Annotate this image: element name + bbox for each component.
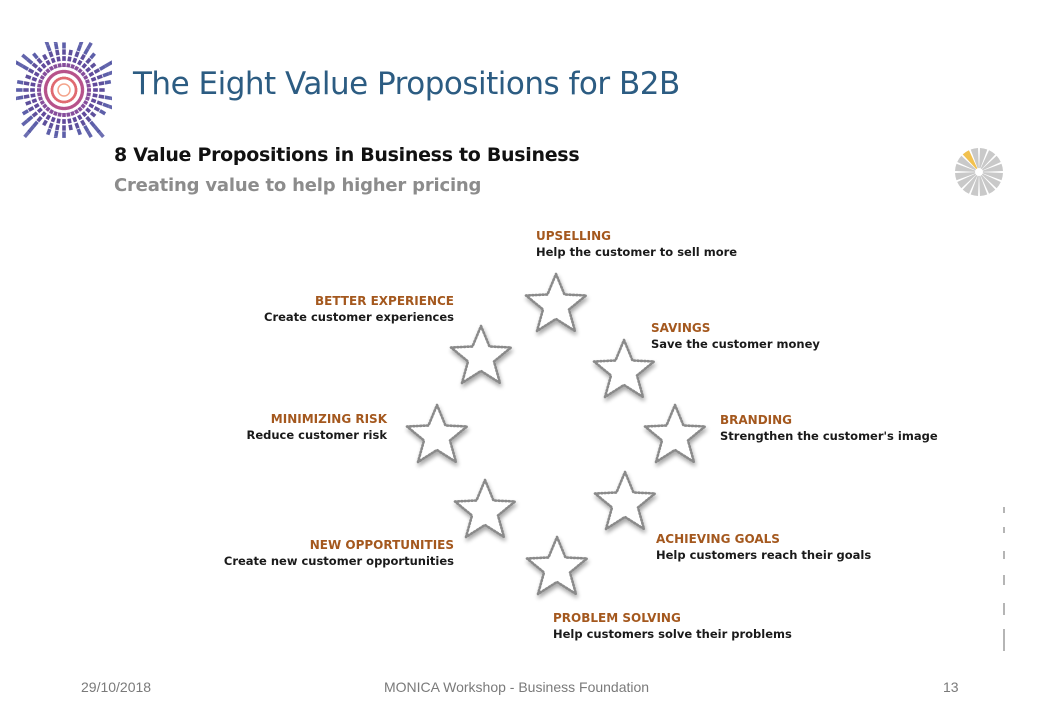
proposition-title: ACHIEVING GOALS xyxy=(656,532,780,546)
star-icon xyxy=(520,268,592,340)
proposition-text: Strengthen the customer's image xyxy=(720,429,938,443)
proposition-savings: SAVINGS Save the customer money xyxy=(651,321,820,352)
proposition-title: SAVINGS xyxy=(651,321,711,335)
footer-page-number: 13 xyxy=(943,679,959,695)
footer-event: MONICA Workshop - Business Foundation xyxy=(384,679,650,695)
proposition-title: UPSELLING xyxy=(536,229,612,243)
star-icon xyxy=(589,466,661,538)
proposition-text: Help the customer to sell more xyxy=(536,245,738,259)
proposition-text: Create customer experiences xyxy=(264,310,454,324)
star-icon xyxy=(445,320,517,392)
proposition-problem-solving: PROBLEM SOLVING Help customers solve the… xyxy=(553,611,792,642)
star-icon xyxy=(639,399,711,471)
proposition-text: Save the customer money xyxy=(651,337,820,351)
proposition-text: Reduce customer risk xyxy=(246,428,387,442)
proposition-title: PROBLEM SOLVING xyxy=(553,611,681,625)
figure-heading: 8 Value Propositions in Business to Busi… xyxy=(114,144,580,166)
proposition-branding: BRANDING Strengthen the customer's image xyxy=(720,413,938,444)
star-icon xyxy=(521,531,593,603)
proposition-minimizing-risk: MINIMIZING RISK Reduce customer risk xyxy=(246,412,387,443)
proposition-title: NEW OPPORTUNITIES xyxy=(309,538,454,552)
proposition-text: Create new customer opportunities xyxy=(223,554,454,568)
star-icon xyxy=(401,399,473,471)
proposition-text: Help customers reach their goals xyxy=(656,548,872,562)
proposition-title: BRANDING xyxy=(720,413,793,427)
proposition-text: Help customers solve their problems xyxy=(553,627,792,641)
cropped-figure-edge xyxy=(1003,507,1005,651)
proposition-achieving-goals: ACHIEVING GOALS Help customers reach the… xyxy=(656,532,871,563)
proposition-better-experience: BETTER EXPERIENCE Create customer experi… xyxy=(264,294,454,325)
star-icon xyxy=(588,334,660,406)
star-icon xyxy=(449,474,521,546)
proposition-title: MINIMIZING RISK xyxy=(270,412,387,426)
figure-subheading: Creating value to help higher pricing xyxy=(114,175,482,196)
footer-date: 29/10/2018 xyxy=(81,679,152,695)
proposition-upselling: UPSELLING Help the customer to sell more xyxy=(536,229,737,260)
monica-logo-icon xyxy=(16,42,112,138)
slide-title: The Eight Value Propositions for B2B xyxy=(133,66,680,102)
pie-wheel-icon xyxy=(955,148,1003,196)
proposition-title: BETTER EXPERIENCE xyxy=(315,294,454,308)
proposition-new-opportunities: NEW OPPORTUNITIES Create new customer op… xyxy=(224,538,454,569)
